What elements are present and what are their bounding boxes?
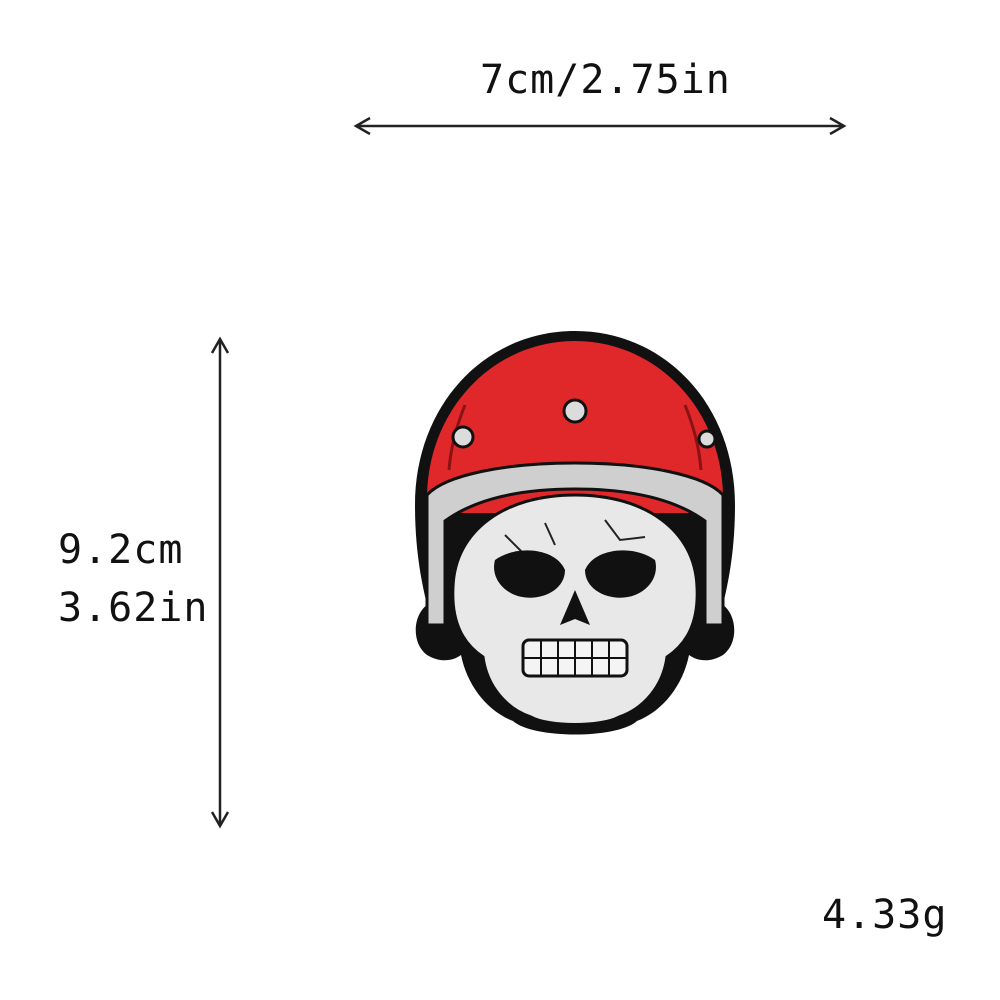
weight-label: 4.33g xyxy=(822,892,948,938)
double-arrow-vertical-icon xyxy=(210,336,230,829)
double-arrow-horizontal-icon xyxy=(353,116,847,136)
height-dimension-in-label: 3.62in xyxy=(58,585,209,631)
width-dimension-label: 7cm/2.75in xyxy=(480,57,731,103)
skull-helmet-patch-icon xyxy=(415,331,735,735)
height-dimension-cm-label: 9.2cm xyxy=(58,527,184,573)
